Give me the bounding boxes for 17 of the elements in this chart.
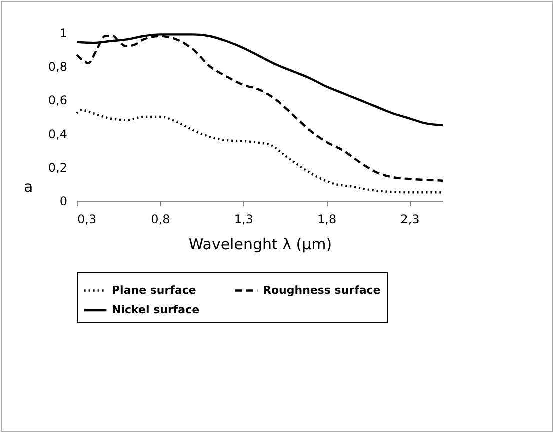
- x-axis-title: Wavelenght λ (µm): [188, 236, 332, 254]
- text: a: [24, 178, 34, 196]
- x-tick-label: 0,3: [78, 212, 97, 226]
- x-tick-label: 1,8: [318, 212, 337, 226]
- y-tick-label: 0,8: [48, 60, 68, 74]
- y-tick-label: 0,6: [48, 94, 68, 108]
- legend-label: Plane surface: [112, 284, 196, 297]
- y-tick-label: 0,2: [48, 160, 68, 175]
- legend-label: Nickel surface: [112, 304, 200, 316]
- x-tick-label: 0,8: [151, 212, 170, 226]
- y-tick-label: 1: [60, 26, 68, 40]
- y-tick-label: 0,4: [48, 127, 68, 142]
- y-tick-label: 0: [60, 194, 68, 208]
- legend-label: Roughness surface: [263, 284, 381, 297]
- x-tick-label: 1,3: [234, 212, 254, 226]
- line-series: [76, 35, 444, 182]
- x-tick-label: 2,3: [400, 212, 420, 226]
